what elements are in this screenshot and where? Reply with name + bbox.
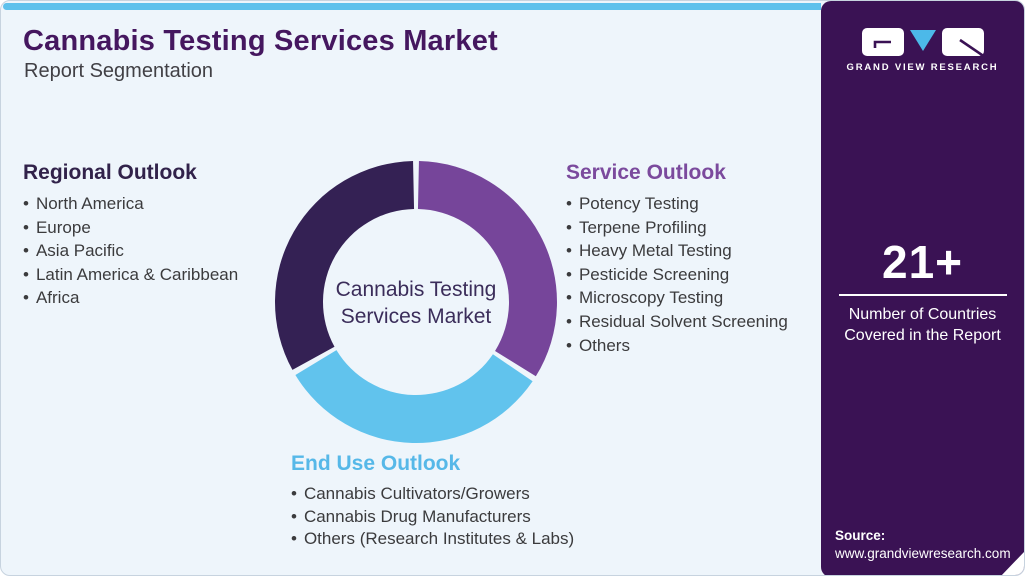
list-item: • Pesticide Screening <box>566 263 788 287</box>
list-item-label: Heavy Metal Testing <box>578 241 732 261</box>
bullet-icon: • <box>23 264 29 284</box>
list-item-label: Pesticide Screening <box>578 264 730 284</box>
stat-label-line2: Covered in the Report <box>844 327 1001 344</box>
stat-value: 21+ <box>881 236 964 288</box>
logo-v-triangle-icon <box>909 30 936 51</box>
list-item: • Cannabis Drug Manufacturers <box>291 506 574 529</box>
bullet-icon: • <box>291 506 297 526</box>
list-item: • Terpene Profiling <box>566 216 788 240</box>
list-item: • Potency Testing <box>566 192 788 216</box>
regional-outlook-section: Regional Outlook • North America • Europe … <box>23 161 238 310</box>
bullet-icon: • <box>566 217 572 237</box>
list-item-label: Others (Research Institutes & Labs) <box>303 529 575 549</box>
donut-chart <box>274 161 557 444</box>
donut-center-label-line1: Cannabis Testing <box>335 278 497 301</box>
countries-stat: 21+ Number of Countries Covered in the R… <box>821 235 1024 346</box>
page-title: Cannabis Testing Services Market <box>23 25 498 57</box>
list-item: • Others <box>566 334 788 358</box>
donut-segment-end-use-outlook <box>295 350 533 444</box>
regional-outlook-heading: Regional Outlook <box>23 161 197 184</box>
list-item: • Asia Pacific <box>23 239 238 263</box>
bullet-icon: • <box>566 264 572 284</box>
bullet-icon: • <box>291 529 297 549</box>
list-item: • Africa <box>23 286 238 310</box>
source-label: Source: <box>835 528 886 543</box>
list-item: • Microscopy Testing <box>566 286 788 310</box>
list-item-label: Cannabis Cultivators/Growers <box>303 484 530 503</box>
service-outlook-section: Service Outlook • Potency Testing • Terpen… <box>566 161 788 357</box>
list-item: • Europe <box>23 216 238 240</box>
bullet-icon: • <box>23 288 29 308</box>
bullet-icon: • <box>291 484 297 503</box>
donut-segment-regional-outlook <box>274 161 415 370</box>
list-item-label: Others <box>578 335 630 355</box>
list-item-label: Microscopy Testing <box>578 288 724 308</box>
stat-divider <box>838 294 1007 296</box>
source-block: Source: www.grandviewresearch.com <box>835 528 1011 561</box>
list-item: • Cannabis Cultivators/Growers <box>291 483 574 506</box>
list-item: • Others (Research Institutes & Labs) <box>291 528 574 551</box>
bullet-icon: • <box>566 311 572 331</box>
list-item-label: Residual Solvent Screening <box>578 311 788 331</box>
service-outlook-list: • Potency Testing • Terpene Profiling • Hea… <box>566 192 788 357</box>
list-item-label: Latin America & Caribbean <box>35 264 239 284</box>
list-item: • Heavy Metal Testing <box>566 239 788 263</box>
end-use-outlook-section: End Use Outlook • Cannabis Cultivators/Gr… <box>291 452 574 551</box>
list-item: • Latin America & Caribbean <box>23 263 238 287</box>
donut-center-label: Cannabis Testing Services Market <box>316 276 516 330</box>
end-use-outlook-heading: End Use Outlook <box>291 452 461 475</box>
list-item: • Residual Solvent Screening <box>566 310 788 334</box>
source-url: www.grandviewresearch.com <box>835 546 1011 561</box>
logo-g-icon <box>861 28 904 56</box>
donut-segment-service-outlook <box>417 161 557 377</box>
page-subtitle: Report Segmentation <box>24 60 214 82</box>
bullet-icon: • <box>566 194 572 213</box>
list-item-label: Asia Pacific <box>35 241 124 261</box>
list-item-label: Africa <box>35 288 80 308</box>
list-item-label: Europe <box>35 217 91 237</box>
bullet-icon: • <box>23 194 29 213</box>
list-item: • North America <box>23 192 238 216</box>
top-accent-bar <box>3 3 821 10</box>
brand-name: GRAND VIEW RESEARCH <box>846 62 999 73</box>
gvr-logo <box>861 28 984 56</box>
bullet-icon: • <box>566 335 572 355</box>
end-use-outlook-list: • Cannabis Cultivators/Growers • Cannabis … <box>291 483 574 551</box>
list-item-label: North America <box>35 194 144 213</box>
donut-center-label-line2: Services Market <box>340 305 492 328</box>
list-item-label: Terpene Profiling <box>578 217 707 237</box>
regional-outlook-list: • North America • Europe • Asia Pacific • La… <box>23 192 238 310</box>
stat-label-line1: Number of Countries <box>848 306 997 323</box>
brand-sidebar: GRAND VIEW RESEARCH 21+ Number of Countr… <box>821 1 1024 575</box>
list-item-label: Cannabis Drug Manufacturers <box>303 506 531 526</box>
bullet-icon: • <box>566 241 572 261</box>
service-outlook-heading: Service Outlook <box>566 161 726 184</box>
logo-r-icon <box>941 28 984 56</box>
bullet-icon: • <box>566 288 572 308</box>
bullet-icon: • <box>23 241 29 261</box>
bullet-icon: • <box>23 217 29 237</box>
list-item-label: Potency Testing <box>578 194 699 213</box>
